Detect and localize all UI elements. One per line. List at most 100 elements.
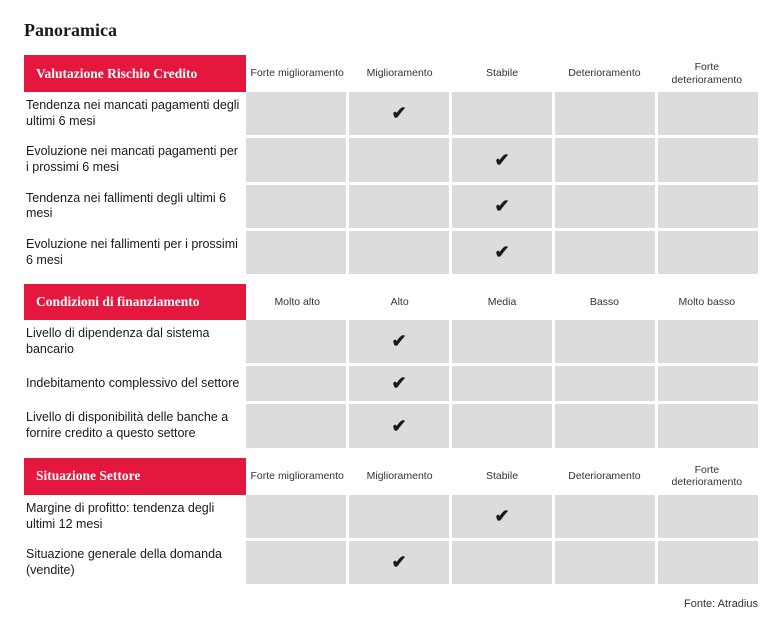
checkmark-icon: ✔ — [494, 150, 509, 171]
column-header: Miglioramento — [348, 55, 450, 92]
checkmark-icon: ✔ — [494, 506, 509, 527]
column-header: Forte deterioramento — [656, 458, 758, 495]
cell — [246, 135, 349, 181]
section-header-row: Condizioni di finanziamentoMolto altoAlt… — [24, 284, 758, 320]
section-label: Condizioni di finanziamento — [24, 284, 246, 320]
cell — [452, 92, 555, 135]
cell — [658, 363, 758, 401]
cell — [658, 320, 758, 363]
column-header: Forte deterioramento — [656, 55, 758, 92]
cell — [349, 228, 452, 274]
row-cells: ✔ — [246, 401, 758, 447]
cell — [246, 92, 349, 135]
row-label: Margine di profitto: tendenza degli ulti… — [24, 495, 246, 538]
cell — [349, 182, 452, 228]
row-label: Livello di dipendenza dal sistema bancar… — [24, 320, 246, 363]
cell: ✔ — [452, 228, 555, 274]
row-cells: ✔ — [246, 228, 758, 274]
table-row: Evoluzione nei mancati pagamenti per i p… — [24, 135, 758, 181]
cell — [555, 182, 658, 228]
page-title: Panoramica — [24, 20, 758, 41]
cell — [452, 320, 555, 363]
table-row: Evoluzione nei fallimenti per i prossimi… — [24, 228, 758, 274]
section-header-row: Valutazione Rischio CreditoForte miglior… — [24, 55, 758, 92]
row-label: Tendenza nei mancati pagamenti degli ult… — [24, 92, 246, 135]
row-label: Evoluzione nei mancati pagamenti per i p… — [24, 135, 246, 181]
cell — [555, 538, 658, 584]
row-label: Indebitamento complessivo del settore — [24, 363, 246, 401]
cell: ✔ — [349, 363, 452, 401]
cell — [658, 538, 758, 584]
source-label: Fonte: Atradius — [24, 598, 758, 610]
column-header: Stabile — [451, 55, 553, 92]
cell — [246, 495, 349, 538]
cell: ✔ — [349, 92, 452, 135]
cell — [246, 401, 349, 447]
section: Valutazione Rischio CreditoForte miglior… — [24, 55, 758, 274]
row-cells: ✔ — [246, 363, 758, 401]
cell — [555, 401, 658, 447]
checkmark-icon: ✔ — [391, 331, 406, 352]
section-label: Valutazione Rischio Credito — [24, 55, 246, 92]
sections-container: Valutazione Rischio CreditoForte miglior… — [24, 55, 758, 584]
row-cells: ✔ — [246, 538, 758, 584]
cell — [349, 135, 452, 181]
column-header: Forte miglioramento — [246, 458, 348, 495]
cell: ✔ — [452, 495, 555, 538]
cell — [555, 320, 658, 363]
cell — [349, 495, 452, 538]
checkmark-icon: ✔ — [391, 373, 406, 394]
cell — [658, 92, 758, 135]
section: Condizioni di finanziamentoMolto altoAlt… — [24, 284, 758, 448]
column-headers: Forte miglioramentoMiglioramentoStabileD… — [246, 55, 758, 92]
checkmark-icon: ✔ — [391, 552, 406, 573]
column-header: Stabile — [451, 458, 553, 495]
table-row: Situazione generale della domanda (vendi… — [24, 538, 758, 584]
column-header: Alto — [348, 284, 450, 320]
row-label: Tendenza nei fallimenti degli ultimi 6 m… — [24, 182, 246, 228]
cell: ✔ — [349, 320, 452, 363]
row-cells: ✔ — [246, 320, 758, 363]
row-cells: ✔ — [246, 135, 758, 181]
row-label: Livello di disponibilità delle banche a … — [24, 401, 246, 447]
cell — [658, 182, 758, 228]
cell — [246, 363, 349, 401]
row-label: Evoluzione nei fallimenti per i prossimi… — [24, 228, 246, 274]
table-row: Livello di disponibilità delle banche a … — [24, 401, 758, 447]
table-row: Margine di profitto: tendenza degli ulti… — [24, 495, 758, 538]
cell — [246, 320, 349, 363]
cell — [555, 135, 658, 181]
checkmark-icon: ✔ — [494, 242, 509, 263]
checkmark-icon: ✔ — [391, 416, 406, 437]
row-label: Situazione generale della domanda (vendi… — [24, 538, 246, 584]
checkmark-icon: ✔ — [391, 103, 406, 124]
table-row: Tendenza nei mancati pagamenti degli ult… — [24, 92, 758, 135]
cell — [246, 182, 349, 228]
cell — [658, 495, 758, 538]
cell: ✔ — [349, 401, 452, 447]
cell — [555, 92, 658, 135]
section: Situazione SettoreForte miglioramentoMig… — [24, 458, 758, 585]
row-cells: ✔ — [246, 495, 758, 538]
cell: ✔ — [452, 182, 555, 228]
cell — [246, 228, 349, 274]
cell — [658, 135, 758, 181]
section-header-row: Situazione SettoreForte miglioramentoMig… — [24, 458, 758, 495]
column-header: Deterioramento — [553, 458, 655, 495]
cell — [452, 401, 555, 447]
table-row: Indebitamento complessivo del settore ✔ — [24, 363, 758, 401]
checkmark-icon: ✔ — [494, 196, 509, 217]
cell — [452, 363, 555, 401]
column-headers: Forte miglioramentoMiglioramentoStabileD… — [246, 458, 758, 495]
cell — [246, 538, 349, 584]
table-row: Livello di dipendenza dal sistema bancar… — [24, 320, 758, 363]
cell: ✔ — [452, 135, 555, 181]
column-header: Molto basso — [656, 284, 758, 320]
row-cells: ✔ — [246, 92, 758, 135]
column-header: Forte miglioramento — [246, 55, 348, 92]
cell — [452, 538, 555, 584]
column-header: Molto alto — [246, 284, 348, 320]
cell: ✔ — [349, 538, 452, 584]
cell — [555, 363, 658, 401]
column-header: Miglioramento — [348, 458, 450, 495]
